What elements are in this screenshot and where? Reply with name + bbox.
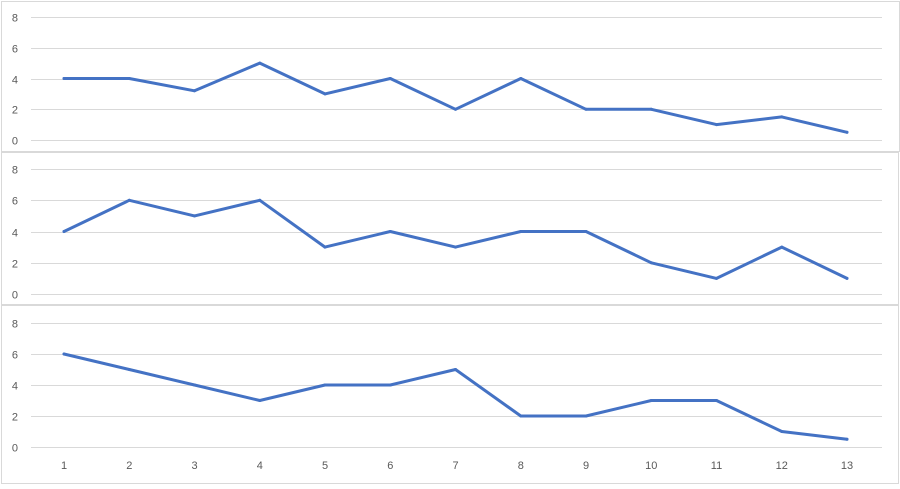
x-tick-label: 11 (711, 460, 722, 472)
data-point (780, 115, 784, 119)
y-tick-label: 6 (12, 350, 18, 362)
data-point (845, 437, 849, 441)
y-tick-label: 4 (12, 228, 18, 240)
data-point (323, 383, 327, 387)
x-tick-label: 9 (583, 460, 589, 472)
y-tick-label: 8 (12, 13, 18, 25)
data-point (258, 399, 262, 402)
y-tick-label: 0 (12, 290, 18, 302)
data-point (62, 77, 66, 80)
x-tick-label: 5 (322, 460, 328, 472)
data-point (193, 383, 196, 387)
data-point (519, 230, 523, 233)
data-point (780, 430, 784, 433)
data-point (62, 352, 66, 356)
chart-frame (1, 305, 899, 484)
data-point (127, 368, 131, 371)
x-tick-label: 8 (518, 460, 524, 472)
data-point (845, 130, 849, 134)
x-tick-label: 1 (61, 460, 67, 472)
data-point (127, 198, 131, 202)
data-point (715, 399, 718, 402)
data-point (649, 261, 653, 265)
data-point (388, 383, 392, 387)
x-tick-label: 13 (841, 460, 853, 472)
x-tick-label: 12 (776, 460, 788, 472)
x-tick-label: 10 (645, 460, 657, 472)
data-point (454, 245, 457, 249)
data-point (715, 123, 718, 127)
data-point (845, 276, 849, 280)
x-tick-label: 3 (191, 460, 197, 472)
x-tick-label: 2 (126, 460, 132, 472)
data-point (715, 276, 718, 280)
data-point (258, 198, 262, 202)
data-point (454, 368, 457, 371)
data-point (649, 107, 653, 111)
data-point (388, 77, 392, 80)
x-tick-label: 7 (452, 460, 458, 472)
data-point (584, 414, 588, 418)
x-tick-label: 4 (257, 460, 263, 472)
y-tick-label: 4 (12, 75, 18, 87)
data-point (454, 107, 457, 111)
data-point (584, 107, 588, 111)
y-tick-label: 6 (12, 196, 18, 208)
y-tick-label: 8 (12, 319, 18, 331)
y-tick-label: 6 (12, 44, 18, 56)
data-point (193, 89, 196, 93)
data-point (258, 61, 262, 65)
x-tick-label: 6 (387, 460, 393, 472)
data-point (193, 214, 196, 218)
data-point (519, 77, 523, 80)
data-point (584, 230, 588, 233)
data-point (780, 245, 784, 249)
chart-frame (1, 1, 900, 152)
y-tick-label: 2 (12, 412, 18, 424)
data-point (127, 77, 131, 80)
chart-frame (1, 152, 899, 305)
y-tick-label: 2 (12, 259, 18, 271)
data-point (519, 414, 523, 418)
data-point (323, 92, 327, 96)
y-tick-label: 0 (12, 136, 18, 148)
y-tick-label: 0 (12, 443, 18, 455)
y-tick-label: 4 (12, 381, 18, 393)
chart-panel-2: 0 2 4 6 8 (1, 152, 899, 305)
data-point (649, 399, 653, 402)
chart-panel-1: 0 2 4 6 8 (1, 1, 900, 152)
data-point (388, 230, 392, 233)
data-point (323, 245, 327, 249)
data-point (62, 230, 66, 233)
y-tick-label: 8 (12, 165, 18, 177)
y-tick-label: 2 (12, 105, 18, 117)
